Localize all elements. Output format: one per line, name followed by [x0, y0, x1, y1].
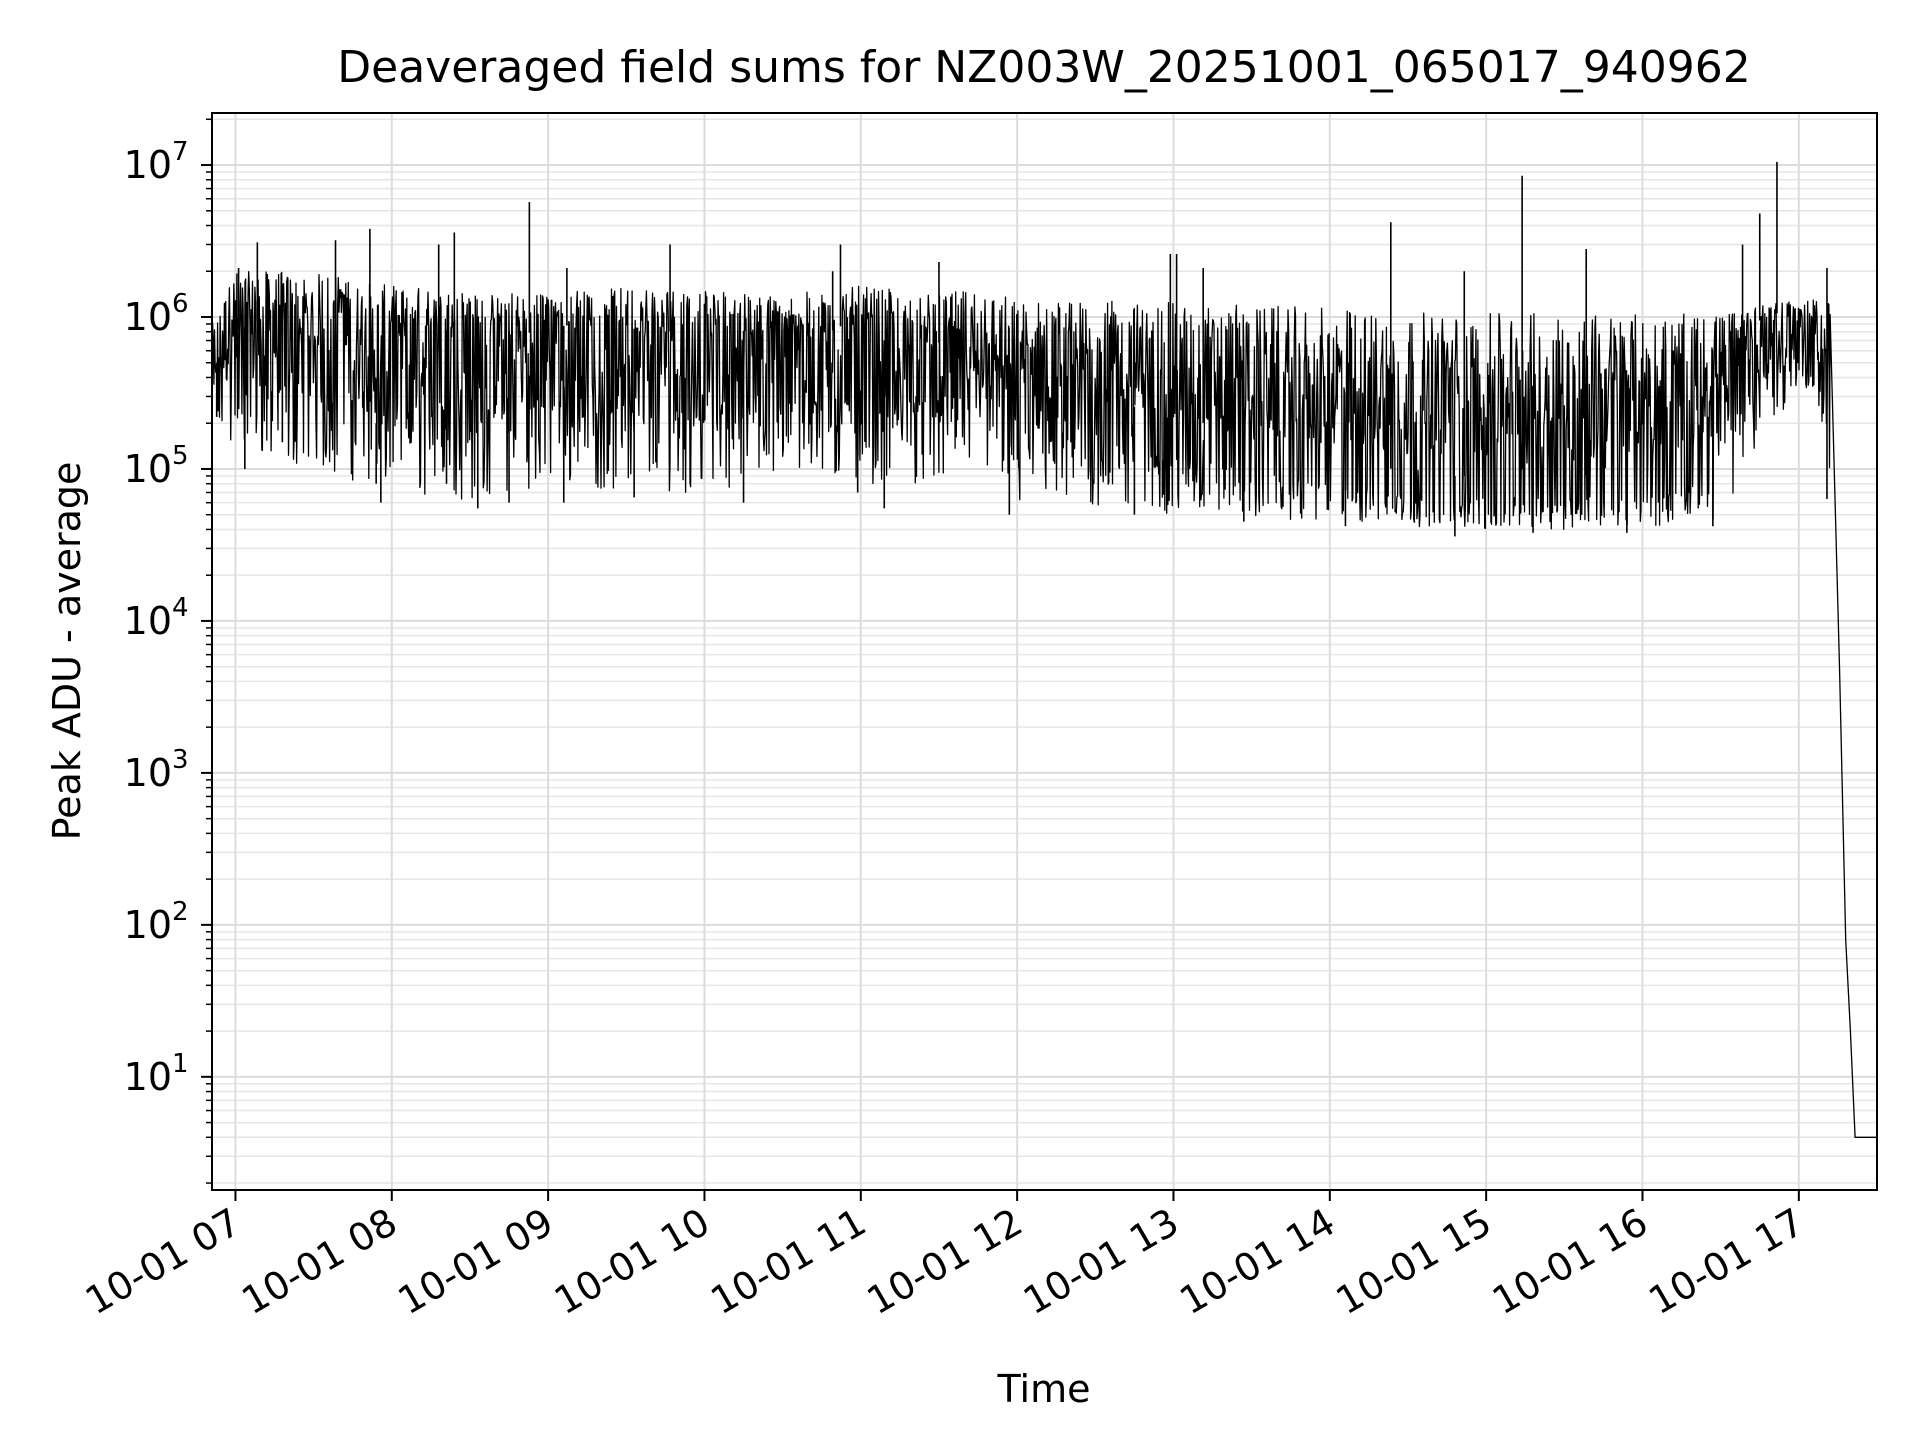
y-tick-exponent: 3: [172, 745, 189, 775]
y-tick-exponent: 2: [172, 897, 189, 927]
y-tick-label: 10: [124, 751, 172, 795]
x-axis-label: Time: [997, 1367, 1091, 1411]
y-tick-exponent: 4: [172, 593, 189, 623]
y-tick-label: 10: [124, 903, 172, 947]
series-layer: [211, 161, 1877, 1138]
y-tick-exponent: 1: [172, 1049, 189, 1079]
y-tick-exponent: 6: [172, 289, 189, 319]
y-tick-exponent: 7: [172, 137, 189, 167]
grid-major: [212, 113, 1877, 1190]
y-tick-label: 10: [124, 295, 172, 339]
y-tick-exponent: 5: [172, 441, 189, 471]
y-tick-label: 10: [124, 599, 172, 643]
plot-frame: [211, 112, 1878, 1191]
plot-area: [211, 161, 1877, 1138]
chart-title: Deaveraged field sums for NZ003W_2025100…: [337, 42, 1750, 93]
y-tick-label: 10: [124, 143, 172, 187]
y-axis-label: Peak ADU - average: [45, 462, 89, 841]
y-tick-label: 10: [124, 1055, 172, 1099]
y-tick-label: 10: [124, 447, 172, 491]
series-line: [211, 270, 1877, 1138]
